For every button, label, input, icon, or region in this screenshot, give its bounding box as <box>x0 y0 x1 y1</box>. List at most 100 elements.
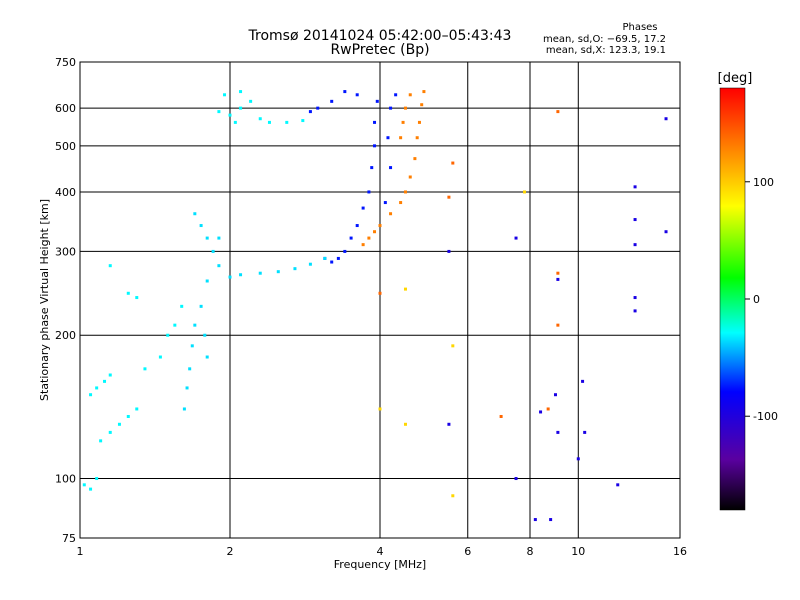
data-point <box>95 386 99 390</box>
colorbar-tick-label: 0 <box>753 293 760 306</box>
data-point <box>553 393 557 397</box>
data-point <box>556 323 560 327</box>
data-point <box>180 304 184 308</box>
colorbar-label: [deg] <box>718 71 753 86</box>
data-point <box>193 212 197 216</box>
data-point <box>422 90 426 94</box>
data-point <box>633 218 637 222</box>
data-point <box>401 120 405 124</box>
data-point <box>394 93 398 97</box>
data-point <box>447 195 451 199</box>
data-points <box>82 90 668 522</box>
data-point <box>108 264 112 268</box>
data-point <box>126 414 130 418</box>
x-tick-label: 10 <box>571 545 585 558</box>
data-point <box>233 120 237 124</box>
data-point <box>330 99 334 103</box>
x-tick-label: 1 <box>77 545 84 558</box>
colorbar-tick-label: -100 <box>753 410 778 423</box>
data-point <box>285 120 289 124</box>
data-point <box>451 344 455 348</box>
data-point <box>223 93 227 97</box>
data-point <box>323 256 327 260</box>
data-point <box>205 355 209 359</box>
data-point <box>185 386 189 390</box>
data-point <box>514 477 518 481</box>
data-point <box>330 260 334 264</box>
data-point <box>108 430 112 434</box>
data-point <box>447 249 451 253</box>
data-point <box>249 99 253 103</box>
phases-x-stats: mean, sd,X: 123.3, 19.1 <box>545 45 666 56</box>
data-point <box>664 117 668 121</box>
data-point <box>403 190 407 194</box>
data-point <box>451 494 455 498</box>
data-point <box>217 264 221 268</box>
data-point <box>514 236 518 240</box>
data-point <box>375 99 379 103</box>
data-point <box>166 333 170 337</box>
data-point <box>367 236 371 240</box>
data-point <box>633 296 637 300</box>
x-tick-label: 16 <box>673 545 687 558</box>
data-point <box>117 422 121 426</box>
data-point <box>403 287 407 291</box>
x-tick-label: 2 <box>227 545 234 558</box>
data-point <box>408 175 412 179</box>
data-point <box>308 110 312 114</box>
data-point <box>383 201 387 205</box>
data-point <box>135 407 139 411</box>
x-tick-label: 6 <box>464 545 471 558</box>
data-point <box>89 487 93 491</box>
data-point <box>556 430 560 434</box>
data-point <box>205 279 209 283</box>
data-point <box>228 275 232 279</box>
data-point <box>415 136 419 140</box>
y-tick-label: 75 <box>62 532 76 545</box>
y-tick-label: 500 <box>55 140 76 153</box>
data-point <box>408 93 412 97</box>
data-point <box>182 407 186 411</box>
data-point <box>581 379 585 383</box>
data-point <box>417 120 421 124</box>
data-point <box>413 157 417 161</box>
y-axis-ticks: 75 100 200 300 400 500 600 750 <box>55 56 76 545</box>
data-point <box>308 262 312 266</box>
data-point <box>367 190 371 194</box>
data-point <box>217 110 221 114</box>
x-axis-label: Frequency [MHz] <box>334 558 426 571</box>
data-point <box>556 110 560 114</box>
data-point <box>389 166 393 170</box>
colorbar-ticks: -100 0 100 <box>745 176 778 423</box>
data-point <box>633 243 637 247</box>
data-point <box>616 483 620 487</box>
data-point <box>373 144 377 148</box>
data-point <box>389 106 393 110</box>
data-point <box>193 323 197 327</box>
data-point <box>239 90 243 94</box>
data-point <box>349 236 353 240</box>
phases-heading: Phases <box>622 22 658 33</box>
y-tick-label: 300 <box>55 245 76 258</box>
data-point <box>523 190 527 194</box>
data-point <box>276 270 280 274</box>
data-point <box>403 422 407 426</box>
data-point <box>343 249 347 253</box>
data-point <box>205 236 209 240</box>
data-point <box>258 271 262 275</box>
data-point <box>556 277 560 281</box>
data-point <box>420 103 424 107</box>
data-point <box>143 367 147 371</box>
data-point <box>399 136 403 140</box>
data-point <box>399 201 403 205</box>
data-point <box>336 256 340 260</box>
data-point <box>447 422 451 426</box>
data-point <box>576 457 580 461</box>
data-point <box>108 373 112 377</box>
chart-title: Tromsø 20141024 05:42:00–05:43:43 <box>248 28 512 44</box>
data-point <box>293 267 297 271</box>
data-point <box>82 483 86 487</box>
data-point <box>95 477 99 481</box>
data-point <box>378 224 382 228</box>
data-point <box>203 333 207 337</box>
